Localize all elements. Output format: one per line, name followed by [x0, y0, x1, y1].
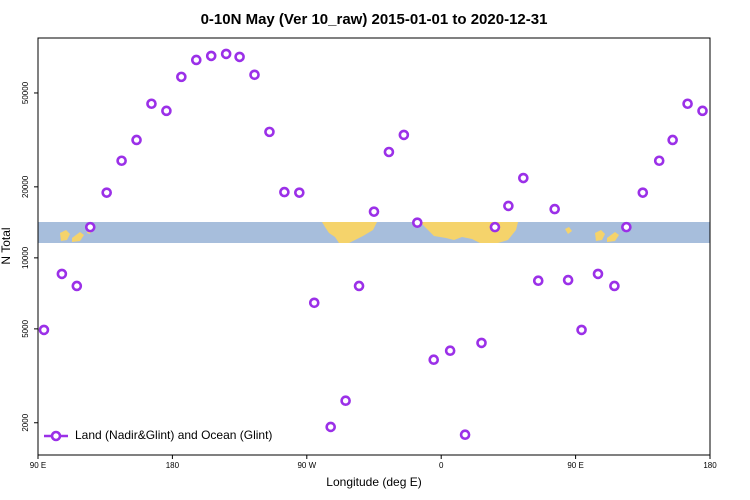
point [56, 268, 68, 280]
point [398, 129, 410, 141]
legend-marker [50, 430, 62, 442]
point [264, 126, 275, 138]
point [294, 187, 305, 198]
point [249, 69, 260, 81]
point [549, 203, 560, 215]
y-tick-label: 10000 [21, 246, 30, 269]
x-tick-label: 180 [703, 461, 717, 470]
y-tick-label: 5000 [21, 319, 30, 337]
point [609, 280, 620, 292]
y-tick-label: 50000 [21, 81, 30, 104]
point [562, 274, 574, 286]
legend: Land (Nadir&Glint) and Ocean (Glint) [44, 428, 272, 442]
point [444, 345, 456, 357]
legend-label: Land (Nadir&Glint) and Ocean (Glint) [75, 428, 272, 442]
point [576, 324, 587, 336]
ocean [38, 222, 710, 243]
point [697, 105, 708, 117]
land [60, 228, 92, 242]
land [565, 227, 619, 242]
point [637, 187, 649, 198]
point [146, 98, 157, 110]
point [84, 221, 96, 233]
point [205, 50, 217, 62]
point [38, 324, 50, 336]
point [476, 337, 487, 349]
plot-frame [37, 37, 711, 456]
point [176, 71, 187, 83]
point [279, 186, 290, 198]
point [667, 134, 678, 146]
point [383, 146, 395, 158]
point [325, 421, 336, 433]
point [682, 98, 693, 110]
point [161, 105, 172, 117]
point [489, 221, 501, 233]
point [308, 297, 320, 309]
point [503, 200, 514, 212]
land [322, 222, 377, 243]
point [412, 217, 423, 228]
point [428, 354, 440, 366]
y-tick-label: 2000 [21, 413, 30, 431]
point [368, 206, 380, 217]
x-tick-label: 90 E [30, 461, 46, 470]
point [190, 54, 202, 66]
x-axis-label: Longitude (deg E) [326, 475, 421, 489]
point [353, 280, 365, 292]
y-axis-label: N Total [0, 227, 13, 264]
point [459, 429, 471, 440]
point [592, 268, 604, 280]
point [518, 172, 529, 184]
x-tick-label: 90 W [297, 461, 316, 470]
chart-title: 0-10N May (Ver 10_raw) 2015-01-01 to 202… [201, 11, 548, 28]
point [101, 187, 112, 198]
x-tick-label: 180 [166, 461, 180, 470]
point [131, 134, 142, 146]
point [234, 51, 245, 63]
point [340, 395, 351, 407]
map-band [38, 222, 710, 243]
point [116, 155, 127, 167]
y-tick-label: 20000 [21, 175, 30, 198]
x-tick-label: 90 E [567, 461, 583, 470]
point [220, 48, 232, 60]
point [532, 275, 544, 287]
point [71, 280, 83, 292]
point [653, 155, 665, 167]
x-tick-label: 0 [439, 461, 444, 470]
point [621, 221, 632, 233]
